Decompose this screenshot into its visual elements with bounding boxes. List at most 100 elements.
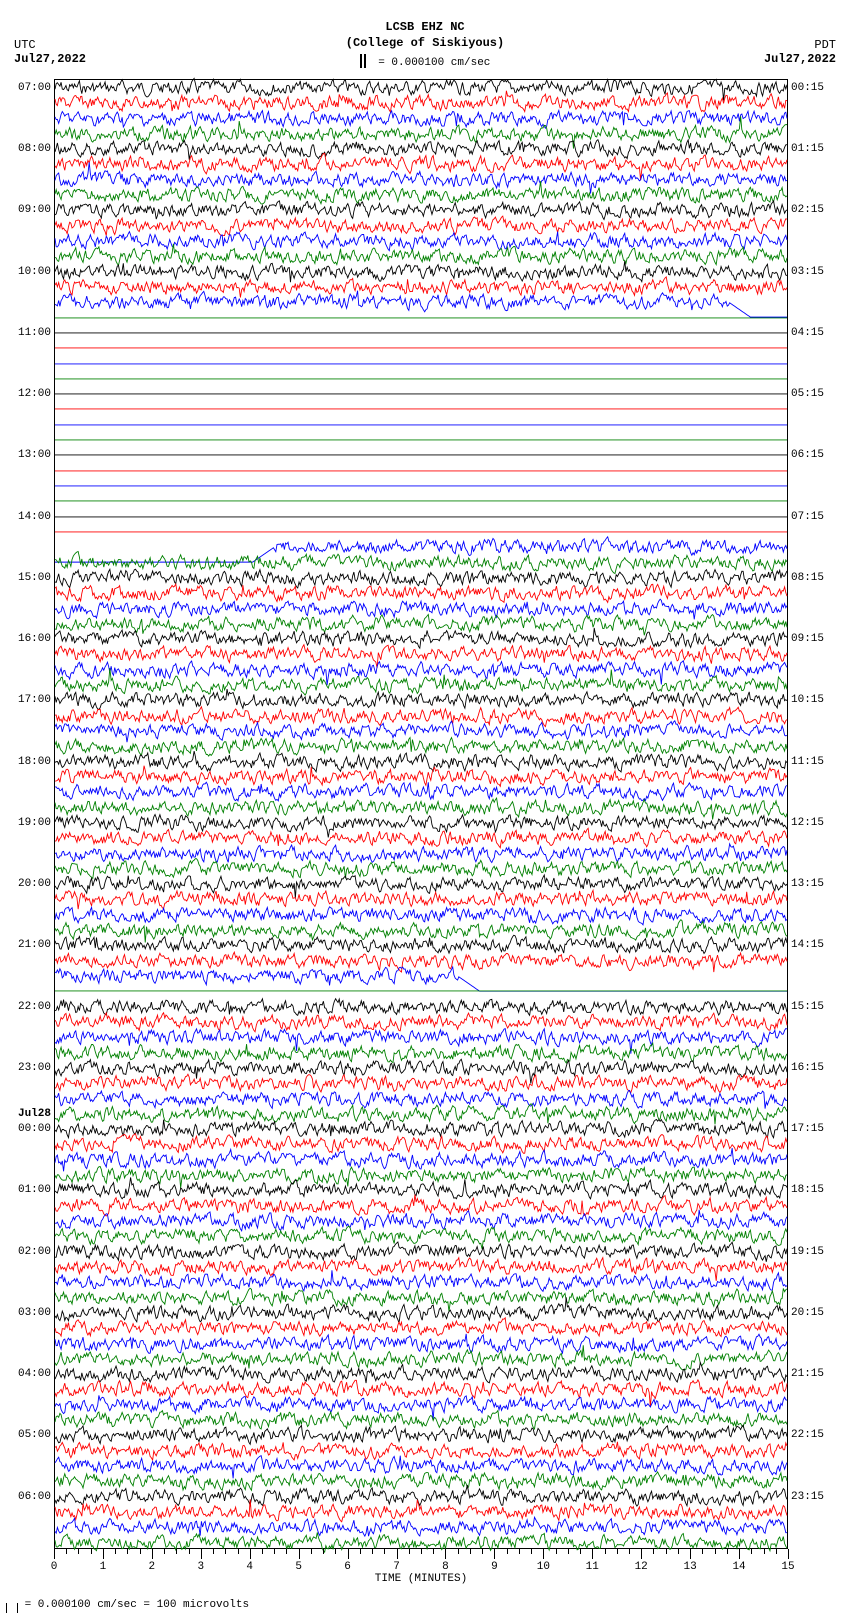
x-tick-minor — [629, 1549, 631, 1554]
x-tick-minor — [702, 1549, 704, 1554]
x-tick-major — [250, 1549, 252, 1559]
x-tick-minor — [372, 1549, 374, 1554]
x-tick-minor — [678, 1549, 680, 1554]
x-tick-minor — [127, 1549, 129, 1554]
time-label: 13:15 — [791, 878, 837, 890]
x-tick-major — [690, 1549, 692, 1559]
time-label: 11:15 — [791, 756, 837, 768]
time-label: 18:15 — [791, 1184, 837, 1196]
x-tick-label: 14 — [732, 1561, 745, 1573]
x-tick-minor — [164, 1549, 166, 1554]
x-tick-minor — [458, 1549, 460, 1554]
plot-inner — [55, 80, 787, 1548]
seismogram-plot: 07:0008:0009:0010:0011:0012:0013:0014:00… — [54, 79, 788, 1549]
x-tick-minor — [115, 1549, 117, 1554]
station-location: (College of Siskiyous) — [0, 36, 850, 52]
footer-scale-text: = 0.000100 cm/sec = 100 microvolts — [25, 1599, 249, 1611]
x-tick-major — [494, 1549, 496, 1559]
header: LCSB EHZ NC (College of Siskiyous) — [0, 0, 850, 51]
time-label: 10:15 — [791, 694, 837, 706]
x-tick-major — [397, 1549, 399, 1559]
x-tick-minor — [764, 1549, 766, 1554]
time-label: 06:15 — [791, 449, 837, 461]
x-axis-title: TIME (MINUTES) — [375, 1573, 467, 1585]
x-tick-major — [201, 1549, 203, 1559]
x-tick-major — [641, 1549, 643, 1559]
time-label: 07:15 — [791, 511, 837, 523]
time-label: 14:15 — [791, 939, 837, 951]
x-tick-minor — [176, 1549, 178, 1554]
x-tick-label: 8 — [442, 1561, 449, 1573]
x-tick-minor — [323, 1549, 325, 1554]
x-tick-minor — [66, 1549, 68, 1554]
time-label: 09:15 — [791, 633, 837, 645]
x-tick-label: 6 — [344, 1561, 351, 1573]
x-tick-minor — [482, 1549, 484, 1554]
x-tick-label: 15 — [781, 1561, 794, 1573]
x-tick-minor — [262, 1549, 264, 1554]
x-tick-label: 4 — [246, 1561, 253, 1573]
x-tick-label: 13 — [684, 1561, 697, 1573]
time-label: 03:15 — [791, 266, 837, 278]
x-tick-minor — [580, 1549, 582, 1554]
tz-right-label: PDT — [814, 38, 836, 52]
x-tick-label: 1 — [100, 1561, 107, 1573]
x-tick-minor — [519, 1549, 521, 1554]
x-tick-minor — [776, 1549, 778, 1554]
time-label: 19:15 — [791, 1246, 837, 1258]
x-tick-minor — [91, 1549, 93, 1554]
x-tick-minor — [421, 1549, 423, 1554]
seismogram-page: UTC PDT Jul27,2022 Jul27,2022 LCSB EHZ N… — [0, 0, 850, 1611]
time-label: 08:15 — [791, 572, 837, 584]
x-tick-minor — [605, 1549, 607, 1554]
time-label: 17:15 — [791, 1123, 837, 1135]
x-tick-minor — [653, 1549, 655, 1554]
x-tick-minor — [225, 1549, 227, 1554]
footer-scale: = 0.000100 cm/sec = 100 microvolts — [6, 1599, 850, 1611]
time-label: 12:15 — [791, 817, 837, 829]
x-tick-minor — [238, 1549, 240, 1554]
x-tick-minor — [433, 1549, 435, 1554]
x-tick-minor — [470, 1549, 472, 1554]
x-tick-minor — [311, 1549, 313, 1554]
x-tick-label: 11 — [586, 1561, 599, 1573]
x-tick-major — [54, 1549, 56, 1559]
x-tick-minor — [727, 1549, 729, 1554]
time-label: 21:15 — [791, 1368, 837, 1380]
x-tick-minor — [715, 1549, 717, 1554]
x-tick-minor — [531, 1549, 533, 1554]
x-tick-minor — [78, 1549, 80, 1554]
time-label: 23:15 — [791, 1491, 837, 1503]
x-tick-minor — [409, 1549, 411, 1554]
left-date-labels: Jul28 — [9, 80, 51, 1550]
time-label: 16:15 — [791, 1062, 837, 1074]
x-tick-label: 3 — [197, 1561, 204, 1573]
x-tick-minor — [140, 1549, 142, 1554]
time-label: 04:15 — [791, 327, 837, 339]
x-tick-minor — [189, 1549, 191, 1554]
time-label: 22:15 — [791, 1429, 837, 1441]
x-tick-major — [543, 1549, 545, 1559]
x-tick-minor — [666, 1549, 668, 1554]
x-tick-major — [739, 1549, 741, 1559]
x-axis: TIME (MINUTES) 0123456789101112131415 — [54, 1549, 788, 1585]
x-tick-label: 9 — [491, 1561, 498, 1573]
x-tick-minor — [274, 1549, 276, 1554]
x-tick-label: 2 — [149, 1561, 156, 1573]
tz-left-label: UTC — [14, 38, 36, 52]
right-time-labels: 00:1501:1502:1503:1504:1505:1506:1507:15… — [791, 80, 837, 1550]
x-tick-label: 10 — [537, 1561, 550, 1573]
x-tick-major — [592, 1549, 594, 1559]
x-tick-major — [152, 1549, 154, 1559]
x-tick-label: 12 — [635, 1561, 648, 1573]
x-tick-minor — [507, 1549, 509, 1554]
x-tick-minor — [568, 1549, 570, 1554]
x-tick-minor — [384, 1549, 386, 1554]
x-tick-minor — [213, 1549, 215, 1554]
x-tick-major — [299, 1549, 301, 1559]
x-tick-label: 5 — [295, 1561, 302, 1573]
time-label: 00:15 — [791, 82, 837, 94]
x-tick-minor — [335, 1549, 337, 1554]
x-tick-major — [445, 1549, 447, 1559]
x-tick-minor — [360, 1549, 362, 1554]
